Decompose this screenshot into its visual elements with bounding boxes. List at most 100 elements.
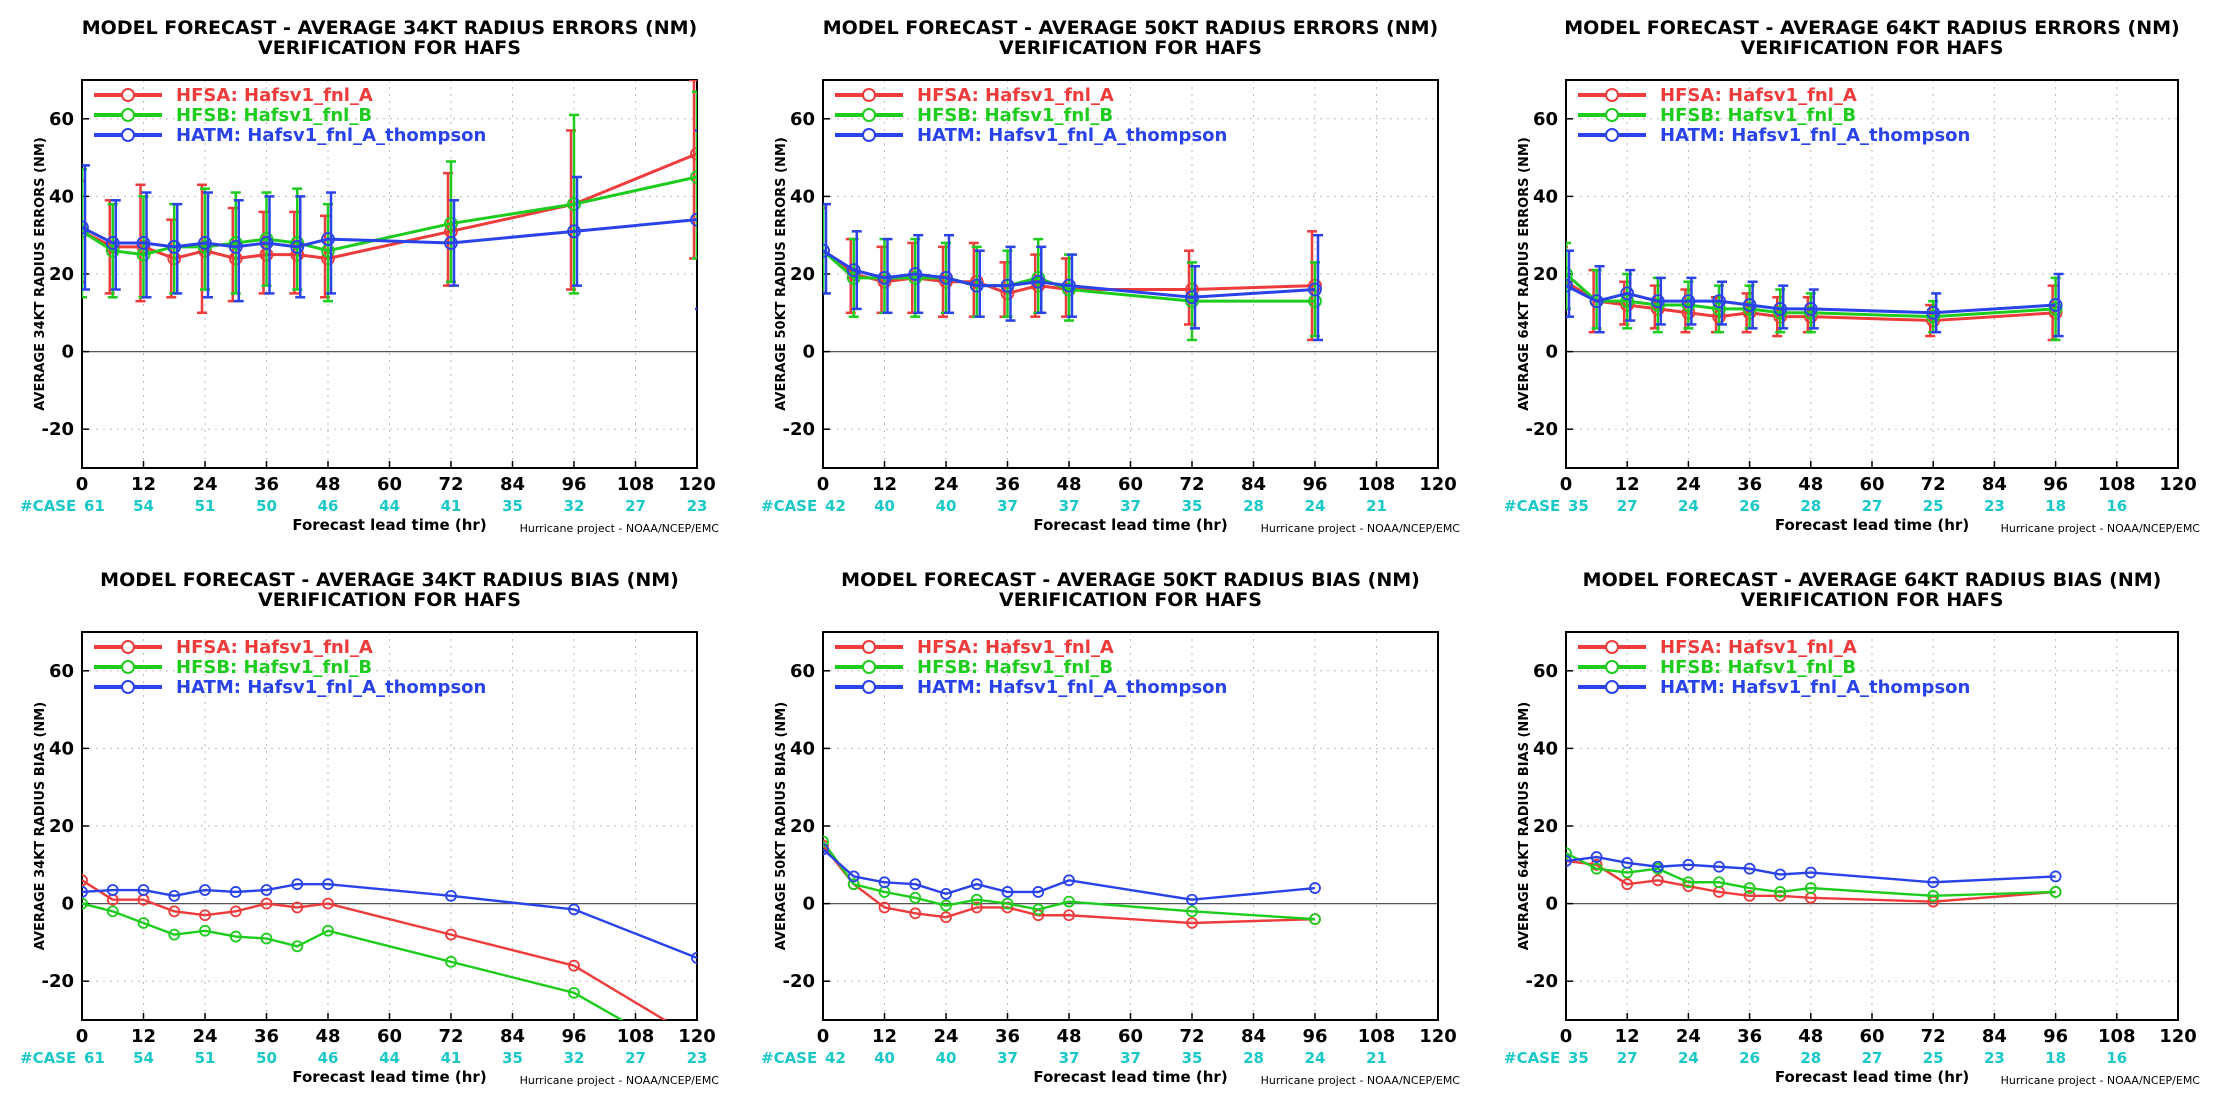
x-tick-label: 72 — [438, 1026, 463, 1047]
data-point — [1650, 294, 1665, 309]
data-point — [970, 878, 983, 891]
y-tick-label: 20 — [790, 816, 815, 837]
series-line-hatm — [823, 848, 1316, 901]
legend-label: HFSB: Hafsv1_fnl_B — [176, 657, 372, 678]
x-tick-label: 96 — [561, 474, 586, 495]
case-count: 61 — [84, 1049, 105, 1067]
case-count: 54 — [133, 1049, 154, 1067]
data-point — [1650, 298, 1665, 312]
case-count: 51 — [195, 497, 216, 515]
case-count: 37 — [997, 497, 1018, 515]
case-count: 41 — [441, 1049, 462, 1067]
legend-marker — [1605, 108, 1619, 122]
data-point — [1926, 305, 1941, 320]
legend-marker — [862, 660, 876, 674]
data-point — [229, 905, 242, 918]
y-tick-label: 60 — [1533, 109, 1558, 130]
legend-label: HATM: Hafsv1_fnl_A_thompson — [917, 677, 1227, 698]
x-tick-label: 36 — [995, 1026, 1020, 1047]
data-point — [1681, 298, 1696, 312]
data-point — [1713, 860, 1725, 873]
x-tick-label: 12 — [872, 474, 897, 495]
case-count-label: #CASE — [1504, 1049, 1560, 1067]
x-tick-label: 0 — [1560, 474, 1573, 495]
data-point — [970, 901, 983, 914]
series-line-hfsb — [1566, 852, 2056, 898]
series-line-hatm — [823, 249, 1316, 299]
chart-title: MODEL FORECAST - AVERAGE 64KT RADIUS BIA… — [1583, 569, 2162, 591]
case-count: 32 — [564, 1049, 585, 1067]
legend-marker — [1605, 88, 1619, 102]
case-count: 27 — [1617, 497, 1638, 515]
legend-label: HFSA: Hafsv1_fnl_A — [917, 85, 1114, 106]
y-tick-label: 20 — [49, 816, 74, 837]
chart-subtitle: VERIFICATION FOR HAFS — [258, 37, 521, 59]
case-count: 42 — [825, 497, 846, 515]
y-tick-label: 40 — [1533, 738, 1558, 759]
data-point — [1590, 862, 1603, 875]
data-point — [1590, 851, 1603, 863]
series-line-hatm — [1566, 284, 2056, 315]
data-point — [1803, 302, 1818, 316]
case-count: 41 — [441, 497, 462, 515]
data-point — [1063, 909, 1075, 922]
data-point — [199, 884, 211, 896]
x-tick-label: 60 — [377, 1026, 402, 1047]
case-count: 51 — [195, 1049, 216, 1067]
case-count: 25 — [1923, 1049, 1944, 1067]
data-layer — [82, 874, 697, 1020]
y-axis-label: AVERAGE 50KT RADIUS BIAS (NM) — [774, 702, 789, 950]
case-count: 16 — [2106, 497, 2127, 515]
y-tick-label: -20 — [41, 971, 74, 992]
case-count: 40 — [874, 1049, 895, 1067]
data-point — [1031, 270, 1046, 285]
data-point — [1774, 868, 1787, 881]
y-axis-label: AVERAGE 34KT RADIUS ERRORS (NM) — [33, 137, 48, 411]
data-point — [1804, 866, 1817, 879]
x-tick-label: 12 — [872, 1026, 897, 1047]
y-tick-label: 60 — [49, 109, 74, 130]
x-tick-label: 84 — [500, 474, 525, 495]
data-point — [199, 924, 211, 937]
chart-panel: MODEL FORECAST - AVERAGE 64KT RADIUS BIA… — [1504, 569, 2200, 1087]
y-axis-label: AVERAGE 64KT RADIUS ERRORS (NM) — [1517, 137, 1532, 411]
x-tick-label: 96 — [1302, 474, 1327, 495]
chart-title: MODEL FORECAST - AVERAGE 34KT RADIUS ERR… — [82, 17, 697, 39]
data-point — [1031, 274, 1046, 289]
case-count: 37 — [1120, 1049, 1141, 1067]
x-tick-label: 24 — [1676, 1026, 1701, 1047]
x-axis-label: Forecast lead time (hr) — [1033, 516, 1227, 534]
data-point — [1620, 294, 1635, 309]
y-tick-label: 60 — [790, 661, 815, 682]
data-point — [1308, 282, 1322, 297]
data-point — [260, 932, 273, 945]
legend-marker — [121, 108, 135, 122]
data-point — [444, 216, 458, 231]
data-point — [322, 878, 334, 891]
data-point — [1803, 305, 1818, 320]
data-point — [291, 901, 304, 914]
x-tick-label: 36 — [995, 474, 1020, 495]
data-point — [105, 236, 120, 250]
data-layer — [82, 80, 697, 315]
x-tick-label: 72 — [1179, 474, 1204, 495]
y-tick-label: 0 — [61, 894, 74, 915]
case-count: 24 — [1678, 497, 1699, 515]
legend-label: HFSB: Hafsv1_fnl_B — [917, 105, 1113, 126]
data-point — [291, 940, 304, 953]
x-axis-label: Forecast lead time (hr) — [292, 516, 486, 534]
data-point — [823, 835, 829, 848]
data-layer — [823, 202, 1323, 342]
case-count: 23 — [687, 1049, 708, 1067]
case-count: 28 — [1800, 497, 1821, 515]
x-tick-label: 72 — [1921, 474, 1946, 495]
data-point — [1001, 886, 1014, 898]
x-tick-label: 12 — [131, 1026, 156, 1047]
data-layer — [1566, 847, 2062, 908]
data-point — [1186, 905, 1198, 918]
chart-panel: MODEL FORECAST - AVERAGE 34KT RADIUS ERR… — [20, 17, 719, 535]
x-tick-label: 60 — [1118, 474, 1143, 495]
x-tick-label: 84 — [1982, 1026, 2007, 1047]
data-point — [690, 170, 697, 184]
y-tick-label: 0 — [802, 894, 815, 915]
